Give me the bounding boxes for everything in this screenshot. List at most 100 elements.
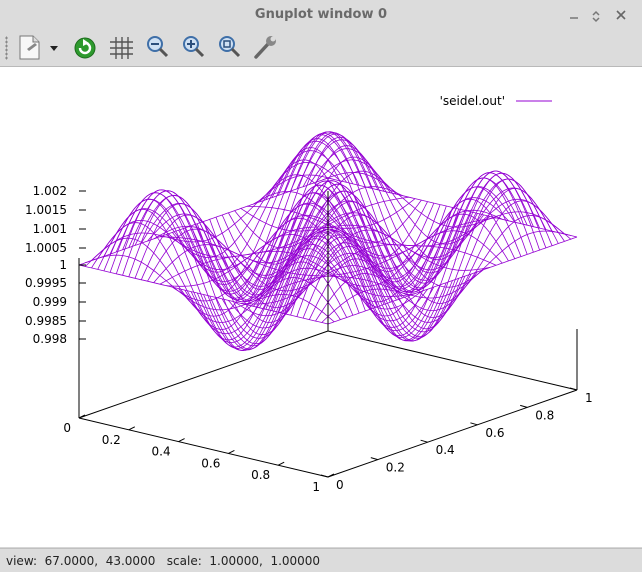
mesh-line-y <box>290 131 540 291</box>
mesh-line-x <box>228 213 478 329</box>
legend: 'seidel.out' <box>440 94 552 108</box>
y-tick <box>470 422 478 426</box>
zoom-fit-icon <box>219 36 241 58</box>
x-tick <box>128 426 136 431</box>
x-tick-label: 1 <box>312 480 320 494</box>
mesh-line-y <box>147 213 397 309</box>
mesh-line-y <box>259 174 509 269</box>
mesh-line-y <box>321 172 572 240</box>
y-tick-label: 0.8 <box>535 408 554 422</box>
y-tick <box>370 457 378 461</box>
mesh-line-x <box>140 156 391 287</box>
x-tick <box>327 473 335 478</box>
wrench-icon <box>254 36 276 59</box>
mesh-line-y <box>78 264 329 325</box>
surface-plot[interactable]: 1.002 1.0015 1.001 1.0005 1 0.9995 0.999 0.9985… <box>0 67 642 547</box>
z-tick-label: 0.999 <box>33 295 67 309</box>
mesh-line-y <box>228 200 478 304</box>
mesh-line-y <box>271 147 522 288</box>
window-title: Gnuplot window 0 <box>254 7 388 22</box>
document-icon <box>19 35 40 60</box>
mesh-line-y <box>315 159 565 245</box>
y-tick-label: 0.4 <box>436 443 455 457</box>
toolbar <box>0 30 642 67</box>
mesh-line-y <box>115 192 366 352</box>
mesh-line-y <box>215 183 466 330</box>
mesh-line-y <box>234 210 484 288</box>
zoom-out-icon <box>147 36 169 58</box>
y-tick <box>320 474 329 478</box>
legend-label: 'seidel.out' <box>440 94 505 108</box>
replot-icon <box>74 37 96 59</box>
mesh-line-y <box>296 133 547 284</box>
mesh-line-x <box>315 215 565 322</box>
mesh-line-y <box>85 254 335 323</box>
export-menu-button[interactable] <box>46 32 62 62</box>
mesh-line-x <box>296 178 547 339</box>
y-tick <box>520 404 528 408</box>
x-tick <box>178 438 185 443</box>
minimize-icon <box>570 17 578 19</box>
mesh-line-y <box>221 190 472 318</box>
toolbar-grip[interactable] <box>5 36 8 60</box>
mesh-line-y <box>277 138 528 292</box>
mesh-line-y <box>284 132 534 293</box>
mesh-line-y <box>134 195 385 336</box>
close-icon <box>616 10 626 20</box>
mesh-line-y <box>265 159 516 280</box>
mesh-line-x <box>109 134 360 295</box>
z-tick-label: 0.998 <box>33 332 67 346</box>
status-bar: view: 67.0000, 43.0000 scale: 1.00000, 1… <box>0 548 642 572</box>
replot-button[interactable] <box>70 32 100 62</box>
title-bar: Gnuplot window 0 <box>0 0 642 30</box>
z-tick-label: 1 <box>59 258 67 272</box>
mesh-line-y <box>122 189 372 350</box>
x-tick-label: 0.6 <box>201 456 220 470</box>
autoscale-button[interactable] <box>214 32 244 62</box>
mesh-line-y <box>159 236 410 297</box>
grid-icon <box>110 37 133 59</box>
x-tick <box>277 461 285 466</box>
mesh-line-y <box>153 225 403 299</box>
grid-button[interactable] <box>106 32 136 62</box>
y-tick-label: 0.2 <box>386 461 405 475</box>
plot-axes: 1.002 1.0015 1.001 1.0005 1 0.9995 0.999 0.9985… <box>25 184 593 494</box>
minimize-button[interactable] <box>565 6 583 24</box>
mesh-line-y <box>302 139 553 274</box>
y-axis-base <box>327 389 578 478</box>
x-tick-label: 0.2 <box>102 433 121 447</box>
z-tick-label: 1.0015 <box>25 203 67 217</box>
mesh-line-y <box>128 190 379 345</box>
z-tick-label: 1.0005 <box>25 241 67 255</box>
status-text: view: 67.0000, 43.0000 scale: 1.00000, 1… <box>6 554 321 568</box>
mesh-line-x <box>277 172 528 337</box>
x-tick-label: 0 <box>63 421 71 435</box>
zoom-next-button[interactable] <box>178 32 208 62</box>
zoom-previous-button[interactable] <box>142 32 172 62</box>
mesh-line-y <box>327 177 578 238</box>
y-tick <box>569 387 578 391</box>
y-tick-label: 1 <box>585 391 593 405</box>
y-tick <box>420 439 428 443</box>
back-edge-right <box>327 330 578 391</box>
mesh-line-y <box>165 234 416 297</box>
y-tick-label: 0.6 <box>485 426 504 440</box>
z-tick-label: 1.001 <box>33 222 67 236</box>
mesh-line-y <box>109 198 360 349</box>
x-tick <box>228 449 235 454</box>
maximize-button[interactable] <box>587 6 605 24</box>
close-button[interactable] <box>612 6 630 24</box>
mesh-line-y <box>308 148 559 261</box>
mesh-line-y <box>190 192 441 338</box>
mesh-line-y <box>172 232 422 310</box>
z-tick-label: 0.9985 <box>25 314 67 328</box>
config-button[interactable] <box>250 32 280 62</box>
plot-area[interactable]: 1.002 1.0015 1.001 1.0005 1 0.9995 0.999 0.9985… <box>0 67 642 547</box>
zoom-in-icon <box>183 36 205 58</box>
x-tick-label: 0.4 <box>152 445 171 459</box>
z-tick-label: 1.002 <box>33 184 67 198</box>
maximize-icon <box>592 10 600 23</box>
export-button[interactable] <box>14 32 44 62</box>
mesh-line-y <box>253 191 503 264</box>
z-tick-label: 0.9995 <box>25 276 67 290</box>
